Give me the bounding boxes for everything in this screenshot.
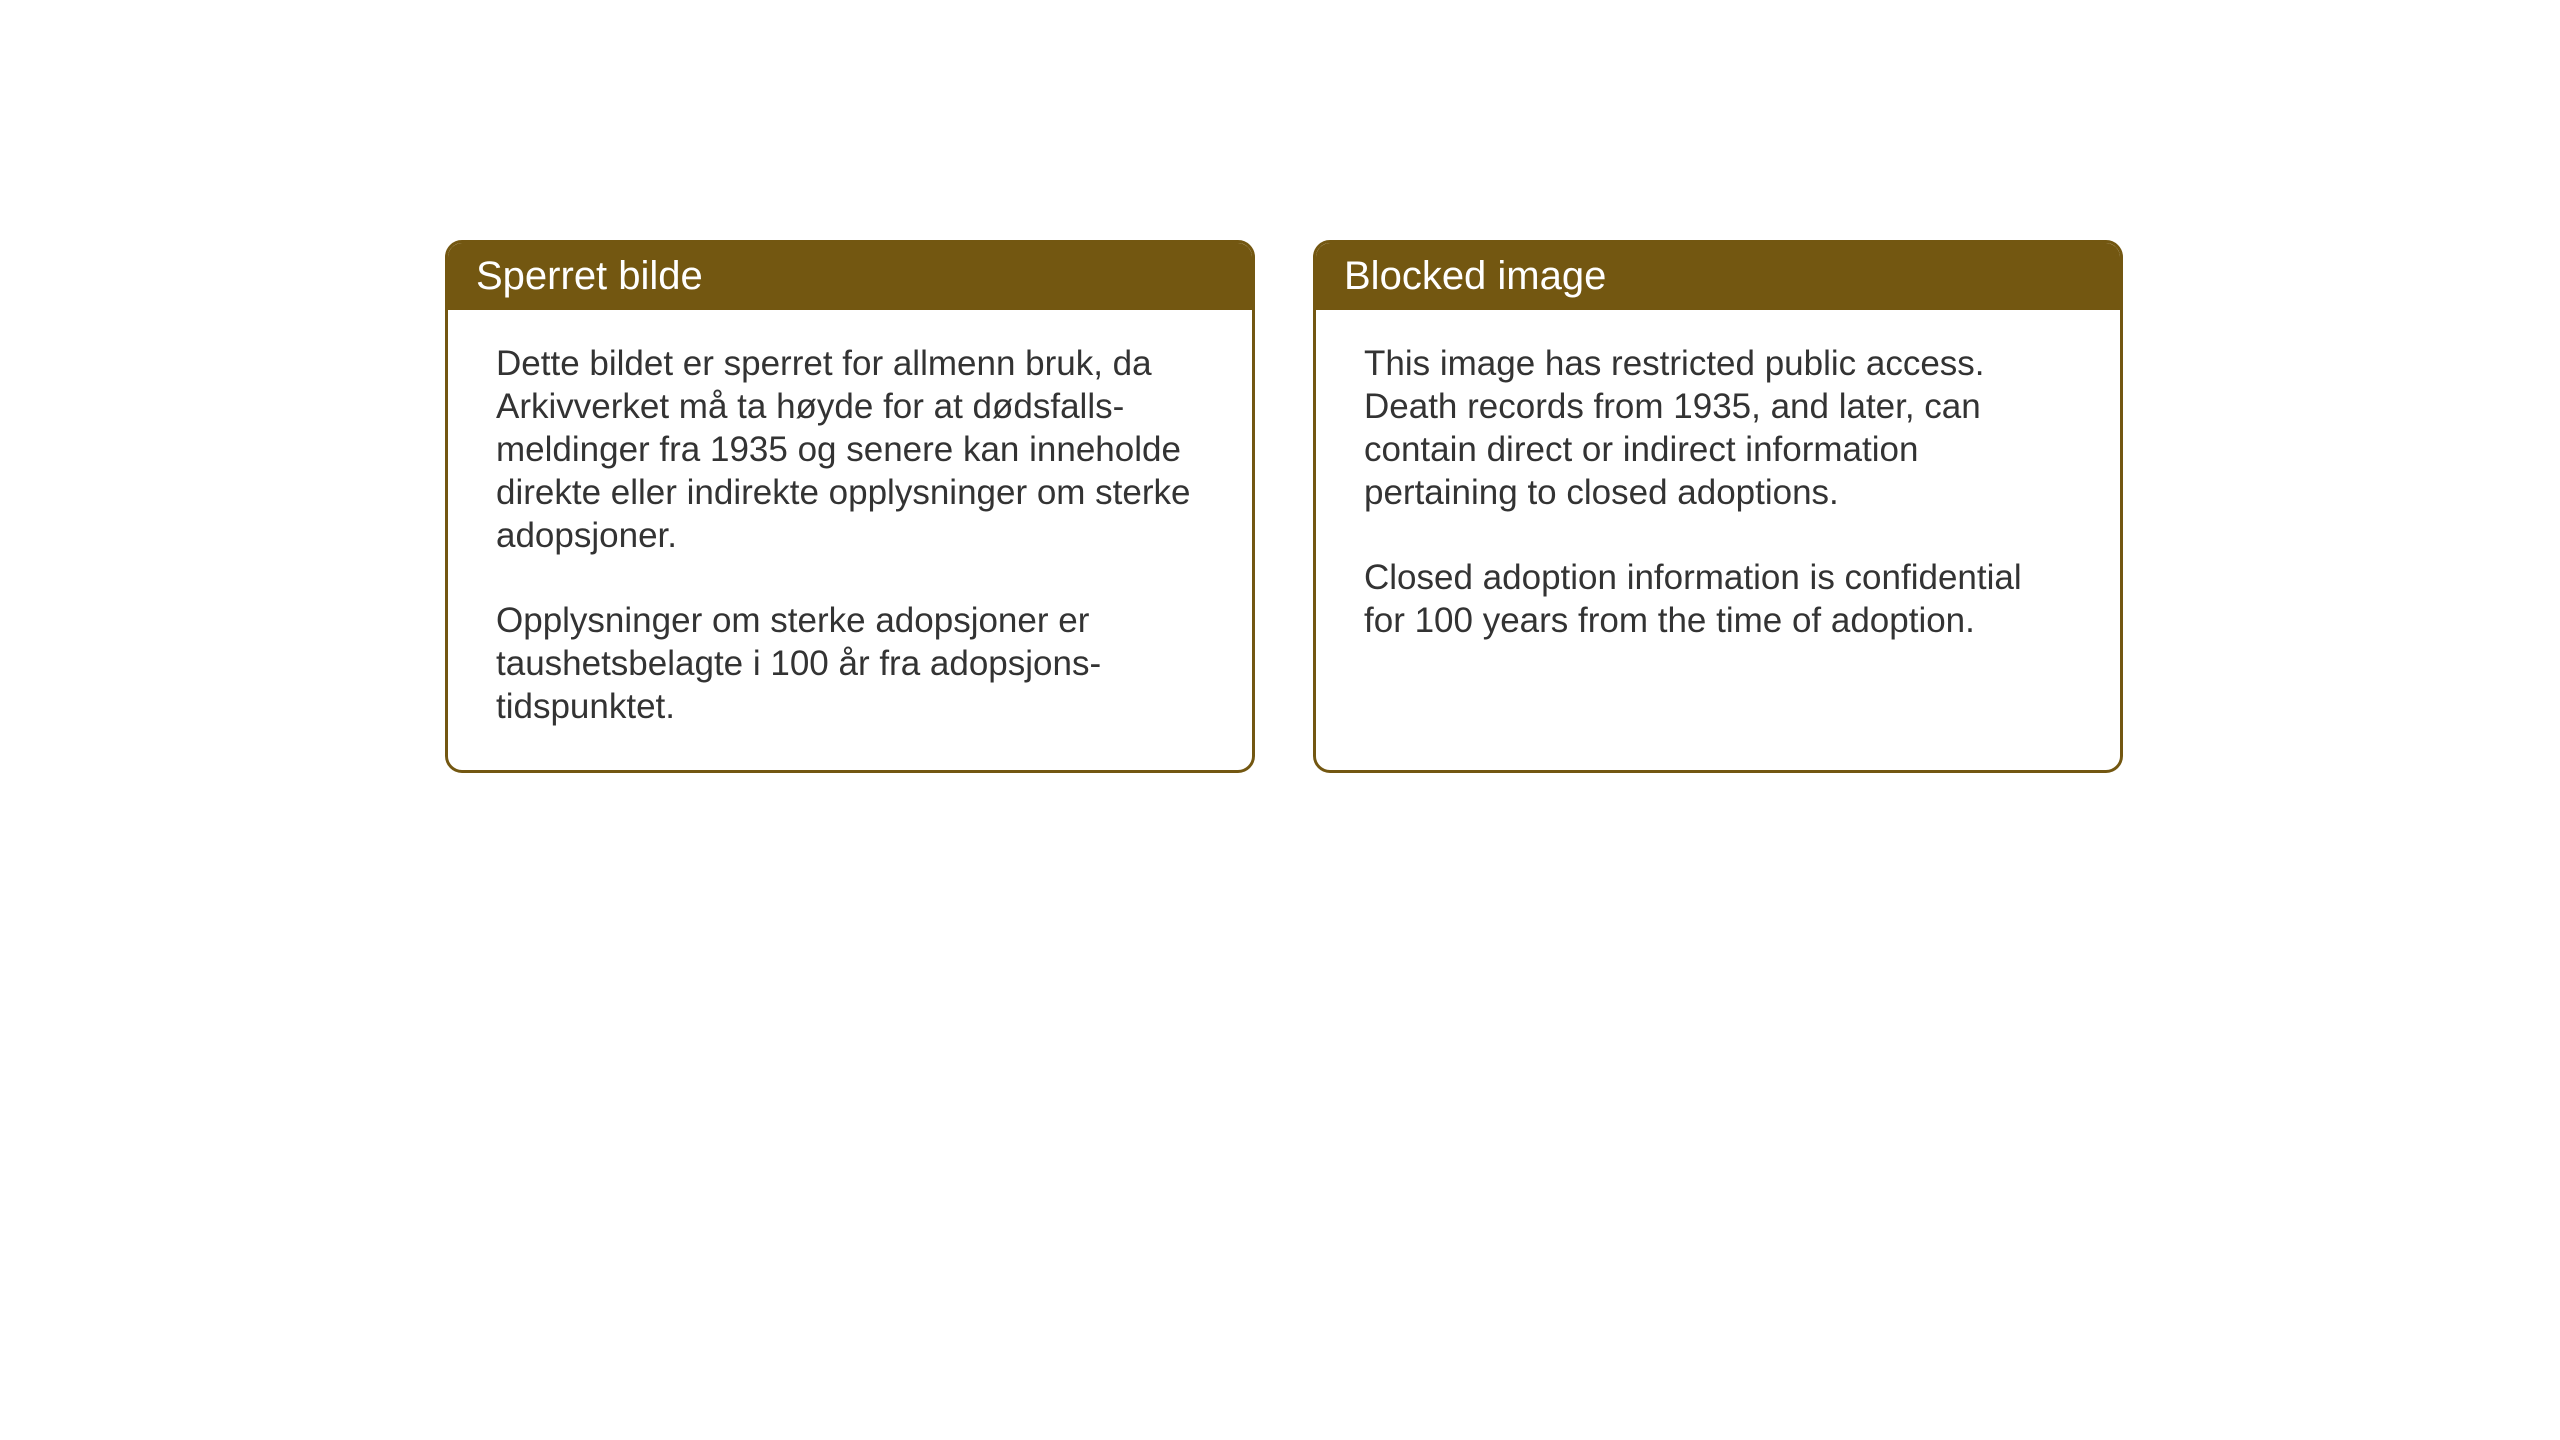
norwegian-notice-card: Sperret bilde Dette bildet er sperret fo… [445,240,1255,773]
english-card-title: Blocked image [1316,243,2120,310]
norwegian-card-body: Dette bildet er sperret for allmenn bruk… [448,310,1252,770]
english-card-body: This image has restricted public access.… [1316,310,2120,684]
english-paragraph-2: Closed adoption information is confident… [1364,556,2072,642]
norwegian-paragraph-1: Dette bildet er sperret for allmenn bruk… [496,342,1204,557]
notice-cards-container: Sperret bilde Dette bildet er sperret fo… [445,240,2123,773]
english-paragraph-1: This image has restricted public access.… [1364,342,2072,514]
norwegian-paragraph-2: Opplysninger om sterke adopsjoner er tau… [496,599,1204,728]
norwegian-card-title: Sperret bilde [448,243,1252,310]
english-notice-card: Blocked image This image has restricted … [1313,240,2123,773]
